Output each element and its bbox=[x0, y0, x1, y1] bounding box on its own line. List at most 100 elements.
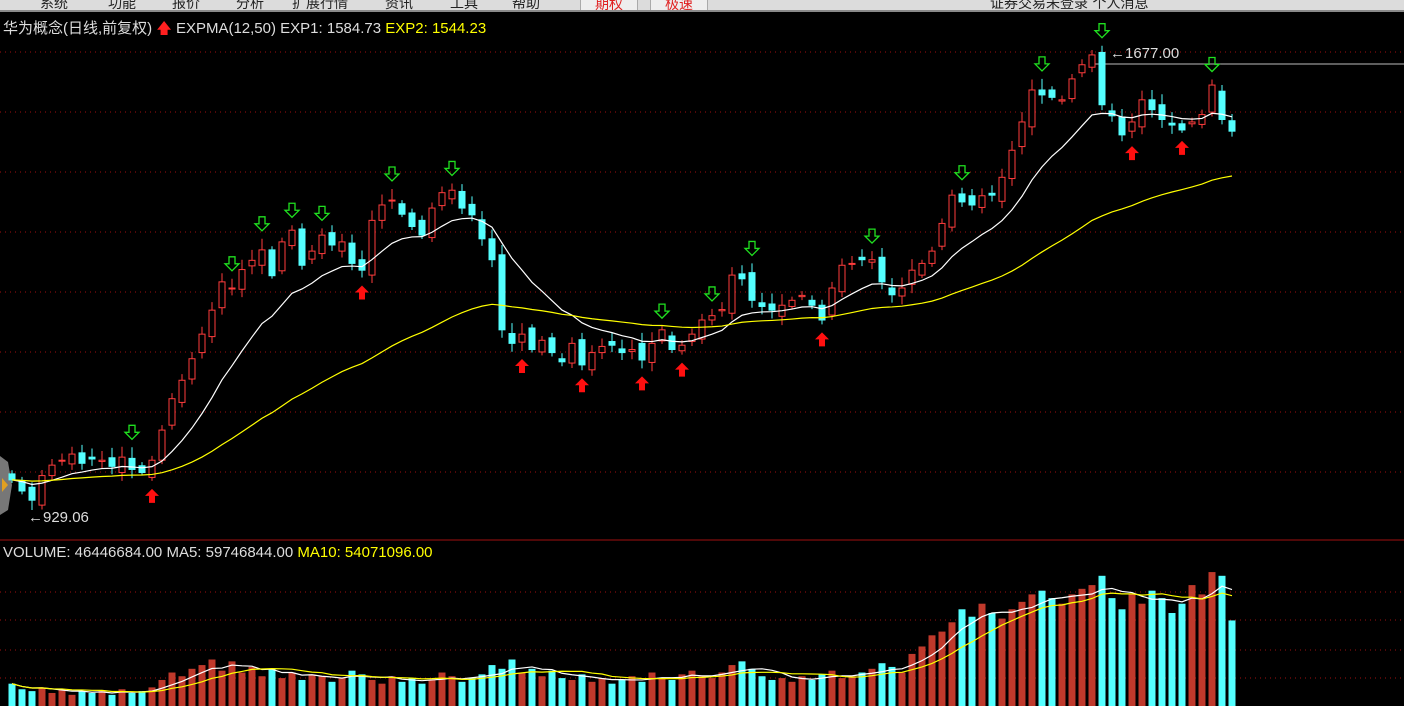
candle-body bbox=[228, 287, 236, 290]
sell-arrow-icon bbox=[283, 202, 301, 219]
candle-body bbox=[848, 262, 856, 265]
volume-bar bbox=[788, 681, 796, 706]
buy-arrow-icon bbox=[145, 488, 159, 503]
candle-body bbox=[248, 259, 256, 267]
volume-bar bbox=[498, 668, 506, 706]
volume-bar bbox=[368, 679, 376, 706]
volume-bar bbox=[358, 674, 366, 706]
volume-bar bbox=[248, 666, 256, 706]
volume-bar bbox=[598, 678, 606, 706]
candle-body bbox=[938, 222, 946, 247]
buy-arrow-icon bbox=[355, 285, 369, 300]
volume-bar bbox=[1098, 575, 1106, 706]
volume-bar bbox=[338, 678, 346, 706]
volume-bar bbox=[618, 679, 626, 706]
volume-bar bbox=[1058, 603, 1066, 706]
volume-bar bbox=[188, 668, 196, 706]
candle-body bbox=[668, 335, 676, 351]
volume-bar bbox=[118, 689, 126, 706]
volume-bar bbox=[758, 676, 766, 706]
volume-bar bbox=[178, 676, 186, 706]
sell-arrow-icon bbox=[223, 256, 241, 272]
candle-body bbox=[128, 457, 136, 470]
candle-body bbox=[188, 358, 196, 380]
menu-item[interactable]: 系统 bbox=[40, 0, 68, 12]
volume-bar bbox=[1128, 594, 1136, 706]
candle-body bbox=[428, 207, 436, 239]
candle-body bbox=[498, 254, 506, 331]
volume-bar bbox=[1038, 590, 1046, 706]
candle-body bbox=[588, 352, 596, 371]
volume-bar bbox=[938, 631, 946, 706]
candle-body bbox=[78, 452, 86, 464]
sell-arrow-icon bbox=[743, 240, 761, 257]
sell-arrow-icon bbox=[1093, 23, 1111, 39]
candle-body bbox=[108, 457, 116, 467]
volume-bar bbox=[1018, 601, 1026, 706]
candle-body bbox=[888, 287, 896, 296]
volume-bar bbox=[228, 661, 236, 706]
volume-bar bbox=[1108, 598, 1116, 706]
menu-item[interactable]: 资讯 bbox=[385, 0, 413, 12]
candle-body bbox=[1038, 89, 1046, 96]
candle-body bbox=[458, 190, 466, 209]
menu-item-red[interactable]: 期权 bbox=[580, 0, 638, 10]
volume-bar bbox=[1008, 609, 1016, 706]
menu-item[interactable]: 帮助 bbox=[512, 0, 540, 12]
candle-body bbox=[648, 342, 656, 363]
menu-item[interactable]: 分析 bbox=[236, 0, 264, 12]
menu-item[interactable]: 报价 bbox=[172, 0, 200, 12]
volume-bar bbox=[478, 674, 486, 706]
volume-bar bbox=[908, 653, 916, 706]
volume-bar bbox=[1178, 603, 1186, 706]
volume-bar bbox=[198, 665, 206, 706]
volume-bar bbox=[708, 678, 716, 706]
candle-body bbox=[518, 333, 526, 343]
sell-arrow-icon bbox=[653, 303, 671, 320]
sell-arrow-icon bbox=[703, 286, 721, 302]
menu-item[interactable]: 扩展行情 bbox=[292, 0, 348, 12]
exp1-line bbox=[11, 112, 1233, 486]
candle-body bbox=[628, 349, 636, 352]
candle-body bbox=[818, 304, 826, 321]
volume-bar bbox=[148, 687, 156, 706]
volume-bar bbox=[738, 661, 746, 706]
volume-bar bbox=[698, 676, 706, 706]
volume-bar bbox=[418, 683, 426, 706]
indicator-name[interactable]: EXPMA(12,50) bbox=[175, 20, 276, 37]
menu-item-red[interactable]: 极速 bbox=[650, 0, 708, 10]
ma10-line bbox=[11, 592, 1233, 693]
candle-body bbox=[788, 299, 796, 307]
volume-bar bbox=[98, 691, 106, 706]
volume-bar bbox=[288, 672, 296, 706]
menu-item[interactable]: 工具 bbox=[450, 0, 478, 12]
volume-bar bbox=[38, 687, 46, 706]
candle-body bbox=[1218, 90, 1226, 120]
volume-bar bbox=[608, 683, 616, 706]
volume-bar bbox=[658, 678, 666, 706]
candle-body bbox=[1138, 99, 1146, 128]
volume-bar bbox=[978, 603, 986, 706]
volume-bar bbox=[128, 692, 136, 706]
volume-bar bbox=[988, 613, 996, 706]
candle-body bbox=[308, 250, 316, 260]
scroll-arrow-icon bbox=[2, 478, 8, 492]
sell-arrow-icon bbox=[313, 205, 331, 222]
candle-body bbox=[328, 232, 336, 246]
candle-body bbox=[638, 342, 646, 361]
volume-bar bbox=[458, 681, 466, 706]
volume-bar bbox=[218, 670, 226, 706]
candle-body bbox=[958, 193, 966, 203]
candle-body bbox=[208, 309, 216, 338]
menu-item[interactable]: 功能 bbox=[108, 0, 136, 12]
candle-body bbox=[758, 302, 766, 307]
candle-body bbox=[258, 249, 266, 266]
candle-body bbox=[1148, 99, 1156, 111]
candle-body bbox=[1078, 64, 1086, 74]
buy-arrow-icon bbox=[1125, 146, 1139, 161]
candle-body bbox=[1198, 114, 1206, 125]
volume-bar bbox=[678, 674, 686, 706]
volume-bar bbox=[928, 635, 936, 706]
candle-body bbox=[1068, 78, 1076, 100]
